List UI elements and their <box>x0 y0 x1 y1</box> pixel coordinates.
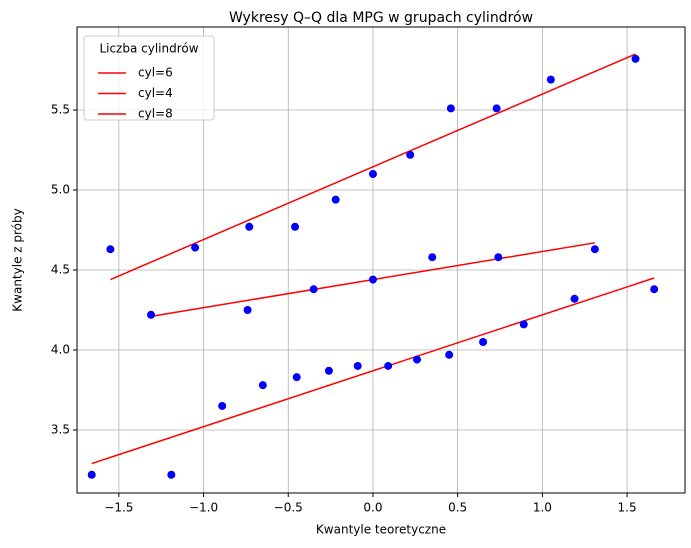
point <box>243 305 252 314</box>
point <box>147 310 156 319</box>
point <box>650 285 659 294</box>
point <box>331 195 340 204</box>
point <box>412 355 421 364</box>
point <box>479 337 488 346</box>
point <box>167 470 176 479</box>
x-tick-label: −0.5 <box>274 501 303 515</box>
point <box>245 222 254 231</box>
legend-label: cyl=6 <box>138 66 173 80</box>
point <box>570 294 579 303</box>
point <box>428 253 437 262</box>
fit-line <box>91 277 655 465</box>
point <box>446 104 455 113</box>
point <box>191 243 200 252</box>
point <box>292 373 301 382</box>
y-tick-label: 4.0 <box>51 342 70 356</box>
point <box>494 253 503 262</box>
point <box>546 75 555 84</box>
point <box>590 245 599 254</box>
fit-line <box>110 53 636 281</box>
y-axis-label: Kwantyle z próby <box>11 208 25 311</box>
x-axis-label: Kwantyle teoretyczne <box>316 523 446 537</box>
y-tick-label: 5.0 <box>51 183 70 197</box>
point <box>353 361 362 370</box>
y-tick-label: 5.5 <box>51 103 70 117</box>
legend-title: Liczba cylindrów <box>99 42 198 56</box>
x-tick-label: 1.0 <box>533 501 552 515</box>
legend-label: cyl=4 <box>138 86 173 100</box>
chart-title: Wykresy Q–Q dla MPG w grupach cylindrów <box>229 10 533 26</box>
point <box>445 350 454 359</box>
point <box>631 54 640 63</box>
point <box>87 470 96 479</box>
x-tick-label: 1.5 <box>618 501 637 515</box>
point <box>309 285 318 294</box>
point <box>258 381 267 390</box>
point <box>368 170 377 179</box>
point <box>406 150 415 159</box>
point <box>291 222 300 231</box>
point <box>384 361 393 370</box>
point <box>368 275 377 284</box>
x-tick-label: −1.0 <box>189 501 218 515</box>
legend-label: cyl=8 <box>138 107 173 121</box>
plot-frame <box>76 26 686 494</box>
y-tick-label: 3.5 <box>51 422 70 436</box>
x-tick-label: 0.0 <box>363 501 382 515</box>
x-tick-label: 0.5 <box>448 501 467 515</box>
point <box>218 401 227 410</box>
point <box>324 366 333 375</box>
point <box>519 320 528 329</box>
point <box>106 245 115 254</box>
point <box>492 104 501 113</box>
x-tick-label: −1.5 <box>104 501 133 515</box>
y-tick-label: 4.5 <box>51 262 70 276</box>
legend-box <box>83 35 215 121</box>
